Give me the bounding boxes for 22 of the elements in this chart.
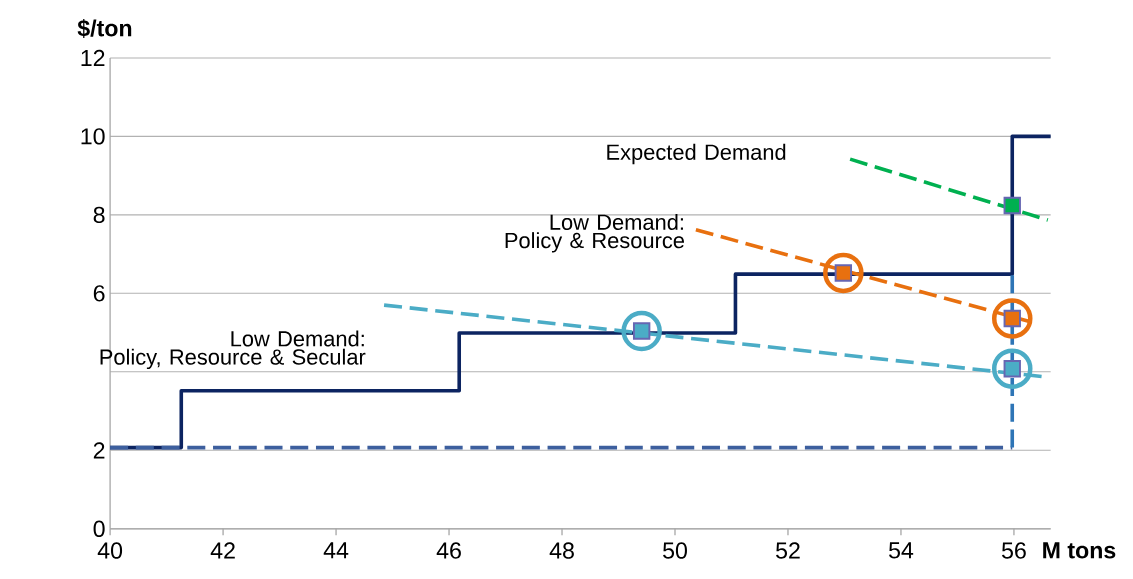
y-tick-label: 12 (81, 49, 105, 66)
y-tick-label: 10 (81, 128, 105, 145)
x-tick-label: 50 (663, 542, 687, 559)
y-tick-label: 0 (93, 520, 105, 538)
x-tick-label: 56 (1001, 542, 1026, 559)
x-tick-label: 44 (323, 542, 349, 559)
annotation: Low Demand: (231, 330, 364, 347)
annotation: Low Demand: (550, 213, 683, 230)
x-tick-label: 54 (889, 542, 914, 559)
annotation: Policy, Resource & Secular (100, 348, 366, 370)
y-tick-label: 6 (93, 285, 105, 302)
y-tick-label: 2 (93, 442, 105, 459)
y-tick-label: 8 (93, 206, 105, 224)
x-axis-title: M tons (1043, 542, 1116, 559)
x-tick-label: 46 (436, 542, 461, 559)
x-tick-label: 42 (210, 542, 235, 559)
annotation: Policy & Resource (505, 232, 684, 253)
y-axis-title: $/ton (77, 19, 132, 38)
x-tick-label: 40 (97, 542, 123, 559)
annotation: Expected Demand (607, 143, 786, 165)
x-tick-label: 52 (776, 542, 800, 559)
x-tick-label: 48 (549, 542, 574, 559)
